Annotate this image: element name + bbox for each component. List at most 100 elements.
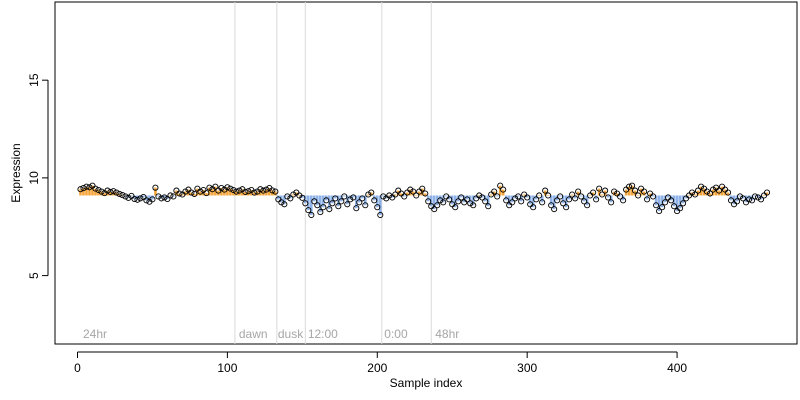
deviation-bar — [286, 195, 289, 197]
deviation-bar — [597, 188, 601, 196]
data-point — [119, 192, 126, 199]
data-point — [419, 185, 426, 192]
data-point — [497, 182, 504, 189]
deviation-bar — [693, 194, 697, 196]
data-point — [242, 188, 249, 196]
data-point — [491, 188, 498, 195]
data-point — [635, 192, 642, 199]
region-label: 24hr — [83, 327, 107, 341]
deviation-bar — [375, 195, 379, 208]
data-point — [515, 193, 522, 200]
deviation-bar — [708, 193, 712, 196]
deviation-bar — [88, 187, 91, 196]
deviation-bar — [765, 192, 769, 196]
deviation-bar — [229, 188, 232, 196]
data-point — [739, 195, 747, 202]
deviation-bar — [136, 195, 139, 200]
data-point — [281, 201, 288, 208]
data-point — [733, 198, 741, 205]
data-point — [206, 184, 213, 191]
data-point — [356, 199, 363, 206]
deviation-bar — [561, 195, 565, 204]
data-point — [86, 184, 93, 191]
data-point — [212, 183, 219, 190]
data-point — [704, 188, 711, 195]
data-point — [323, 197, 330, 204]
data-point — [566, 196, 573, 203]
data-point — [161, 194, 168, 201]
deviation-bar — [678, 195, 682, 209]
deviation-bar — [636, 195, 640, 196]
data-point — [257, 186, 264, 193]
data-point — [440, 199, 447, 206]
data-point — [308, 211, 315, 219]
data-point — [590, 189, 597, 196]
data-point — [533, 196, 540, 203]
deviation-bar — [645, 195, 649, 200]
data-point — [599, 191, 606, 198]
x-tick-label: 400 — [667, 361, 687, 375]
data-point — [482, 198, 489, 205]
region-label: 0:00 — [384, 327, 408, 341]
deviation-bar — [414, 195, 418, 196]
deviation-bar — [477, 195, 481, 196]
deviation-bar — [609, 195, 613, 203]
data-point — [413, 192, 420, 199]
deviation-bar — [747, 195, 751, 200]
data-point — [167, 192, 174, 199]
deviation-bar — [220, 188, 223, 196]
data-point — [284, 193, 291, 200]
data-point — [563, 204, 570, 211]
x-tick-label: 0 — [74, 361, 81, 375]
deviation-bar — [411, 191, 415, 196]
deviation-bar — [642, 191, 646, 196]
deviation-bar — [417, 191, 421, 196]
x-tick-label: 100 — [217, 361, 237, 375]
x-axis-label: Sample index — [390, 376, 463, 390]
deviation-bar — [193, 193, 196, 196]
data-point — [542, 187, 549, 194]
deviation-bar — [247, 191, 250, 196]
deviation-bar — [666, 195, 670, 198]
data-point — [727, 197, 735, 204]
deviation-bar — [378, 195, 382, 216]
data-point — [536, 192, 543, 199]
data-point — [677, 205, 684, 212]
deviation-bar — [648, 193, 652, 196]
data-point — [662, 199, 669, 206]
deviation-bar — [537, 195, 541, 196]
data-point — [125, 194, 132, 201]
data-point — [80, 184, 87, 192]
deviation-bar — [762, 195, 766, 196]
deviation-bar — [298, 195, 301, 196]
data-point — [629, 182, 636, 189]
data-point — [350, 194, 357, 201]
data-point — [494, 193, 501, 200]
data-point — [632, 187, 639, 194]
deviation-bar — [387, 195, 391, 196]
x-tick-label: 300 — [517, 361, 537, 375]
data-point — [326, 206, 333, 213]
deviation-bar — [570, 194, 574, 196]
deviation-bar — [211, 189, 214, 196]
data-point — [530, 204, 537, 211]
data-point — [575, 188, 582, 195]
plot-frame — [54, 1, 798, 345]
deviation-bar — [651, 195, 655, 197]
deviation-bar — [393, 194, 397, 196]
deviation-bar — [600, 194, 604, 196]
data-point — [464, 196, 471, 203]
deviation-bar — [567, 195, 571, 200]
data-point — [653, 202, 660, 209]
data-point — [77, 186, 84, 193]
deviation-bar — [465, 195, 469, 200]
deviation-bar — [85, 186, 88, 196]
deviation-bar — [199, 191, 202, 196]
deviation-bar — [91, 185, 94, 196]
deviation-bar — [328, 195, 331, 210]
deviation-bar — [594, 195, 598, 200]
data-point — [745, 196, 753, 203]
deviation-bar — [753, 195, 757, 197]
